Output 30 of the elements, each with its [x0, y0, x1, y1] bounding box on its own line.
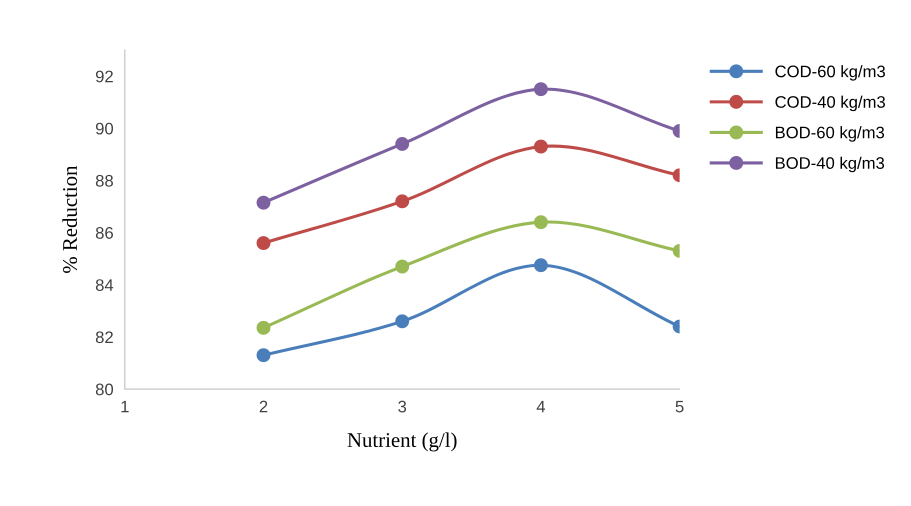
y-tick-label: 86 [96, 227, 113, 239]
y-tick-label: 80 [96, 384, 114, 396]
point [256, 236, 270, 250]
legend-label: COD-40 kg/m3 [775, 96, 885, 112]
legend-label: BOD-60 kg/m3 [776, 126, 884, 142]
y-tick-label: 82 [96, 331, 113, 344]
point [534, 140, 548, 154]
point [395, 260, 410, 274]
y-tick-label: 90 [96, 122, 114, 135]
x-tick-label: 4 [536, 400, 546, 412]
x-tick-label: 5 [676, 400, 684, 412]
point [395, 194, 410, 208]
point [395, 314, 410, 328]
legend-label: BOD-40 kg/m3 [776, 156, 884, 172]
x-axis-title: Nutrient (g/l) [348, 432, 457, 452]
point [534, 82, 548, 96]
legend-label: COD-60 kg/m3 [775, 65, 885, 81]
y-tick-label: 92 [96, 70, 113, 82]
x-tick-label: 1 [121, 400, 129, 412]
point [256, 196, 270, 210]
point [395, 137, 410, 151]
point [256, 320, 270, 335]
y-tick-label: 88 [96, 174, 113, 187]
x-tick-label: 3 [398, 400, 406, 412]
y-tick-label: 84 [96, 279, 114, 292]
point [534, 258, 548, 272]
point [534, 215, 548, 230]
point [256, 348, 270, 362]
y-axis-title: % Reduction [62, 166, 78, 273]
x-tick-label: 2 [260, 400, 268, 412]
